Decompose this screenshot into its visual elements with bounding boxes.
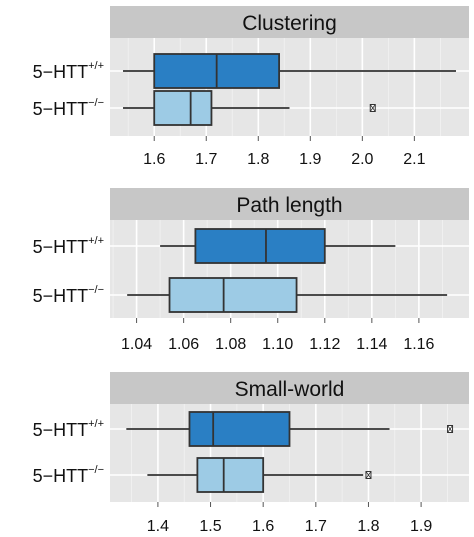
- x-tick-label: 1.7: [195, 151, 217, 168]
- iqr-box: [153, 90, 213, 126]
- category-name: 5−HTT: [33, 286, 89, 306]
- category-superscript: +/+: [88, 60, 104, 72]
- category-name: 5−HTT: [33, 420, 89, 440]
- x-tick-label: 1.7: [305, 518, 327, 535]
- outlier-cross: [365, 471, 372, 479]
- panel-title: Small-world: [235, 378, 345, 401]
- category-name: 5−HTT: [33, 99, 89, 119]
- iqr-box: [194, 228, 326, 264]
- x-tick-label: 1.8: [357, 518, 379, 535]
- x-tick-label: 1.6: [143, 151, 165, 168]
- category-label: 5−HTT−/−: [33, 284, 104, 306]
- x-tick-label: 1.9: [299, 151, 321, 168]
- iqr-box: [196, 457, 265, 493]
- x-tick-label: 2.0: [351, 151, 373, 168]
- panel-title: Clustering: [242, 12, 337, 35]
- panel-strip: [110, 188, 469, 220]
- x-tick-label: 1.8: [247, 151, 269, 168]
- panel-strip: [110, 372, 469, 404]
- x-tick-label: 1.6: [252, 518, 274, 535]
- x-tick-label: 1.9: [410, 518, 432, 535]
- panel-strip: [110, 6, 469, 38]
- category-superscript: +/+: [88, 418, 104, 430]
- category-name: 5−HTT: [33, 62, 89, 82]
- category-label: 5−HTT−/−: [33, 464, 104, 486]
- category-label: 5−HTT+/+: [33, 60, 104, 82]
- category-label: 5−HTT+/+: [33, 418, 104, 440]
- category-superscript: −/−: [88, 464, 104, 476]
- iqr-box: [188, 411, 291, 447]
- x-tick-label: 1.14: [356, 336, 387, 353]
- category-label: 5−HTT+/+: [33, 235, 104, 257]
- x-tick-label: 1.12: [309, 336, 340, 353]
- x-tick-label: 1.08: [215, 336, 246, 353]
- x-tick-label: 1.06: [168, 336, 199, 353]
- category-label: 5−HTT−/−: [33, 97, 104, 119]
- x-tick-label: 1.5: [199, 518, 221, 535]
- category-name: 5−HTT: [33, 237, 89, 257]
- category-superscript: +/+: [88, 235, 104, 247]
- panel-title: Path length: [236, 194, 342, 217]
- category-superscript: −/−: [88, 97, 104, 109]
- category-name: 5−HTT: [33, 466, 89, 486]
- x-tick-label: 1.04: [121, 336, 152, 353]
- x-tick-label: 1.4: [147, 518, 169, 535]
- iqr-box: [168, 277, 298, 313]
- x-tick-label: 1.10: [262, 336, 293, 353]
- x-tick-label: 1.16: [403, 336, 434, 353]
- outlier-cross: [447, 425, 453, 433]
- category-superscript: −/−: [88, 284, 104, 296]
- x-tick-label: 2.1: [403, 151, 425, 168]
- outlier-cross: [369, 104, 376, 112]
